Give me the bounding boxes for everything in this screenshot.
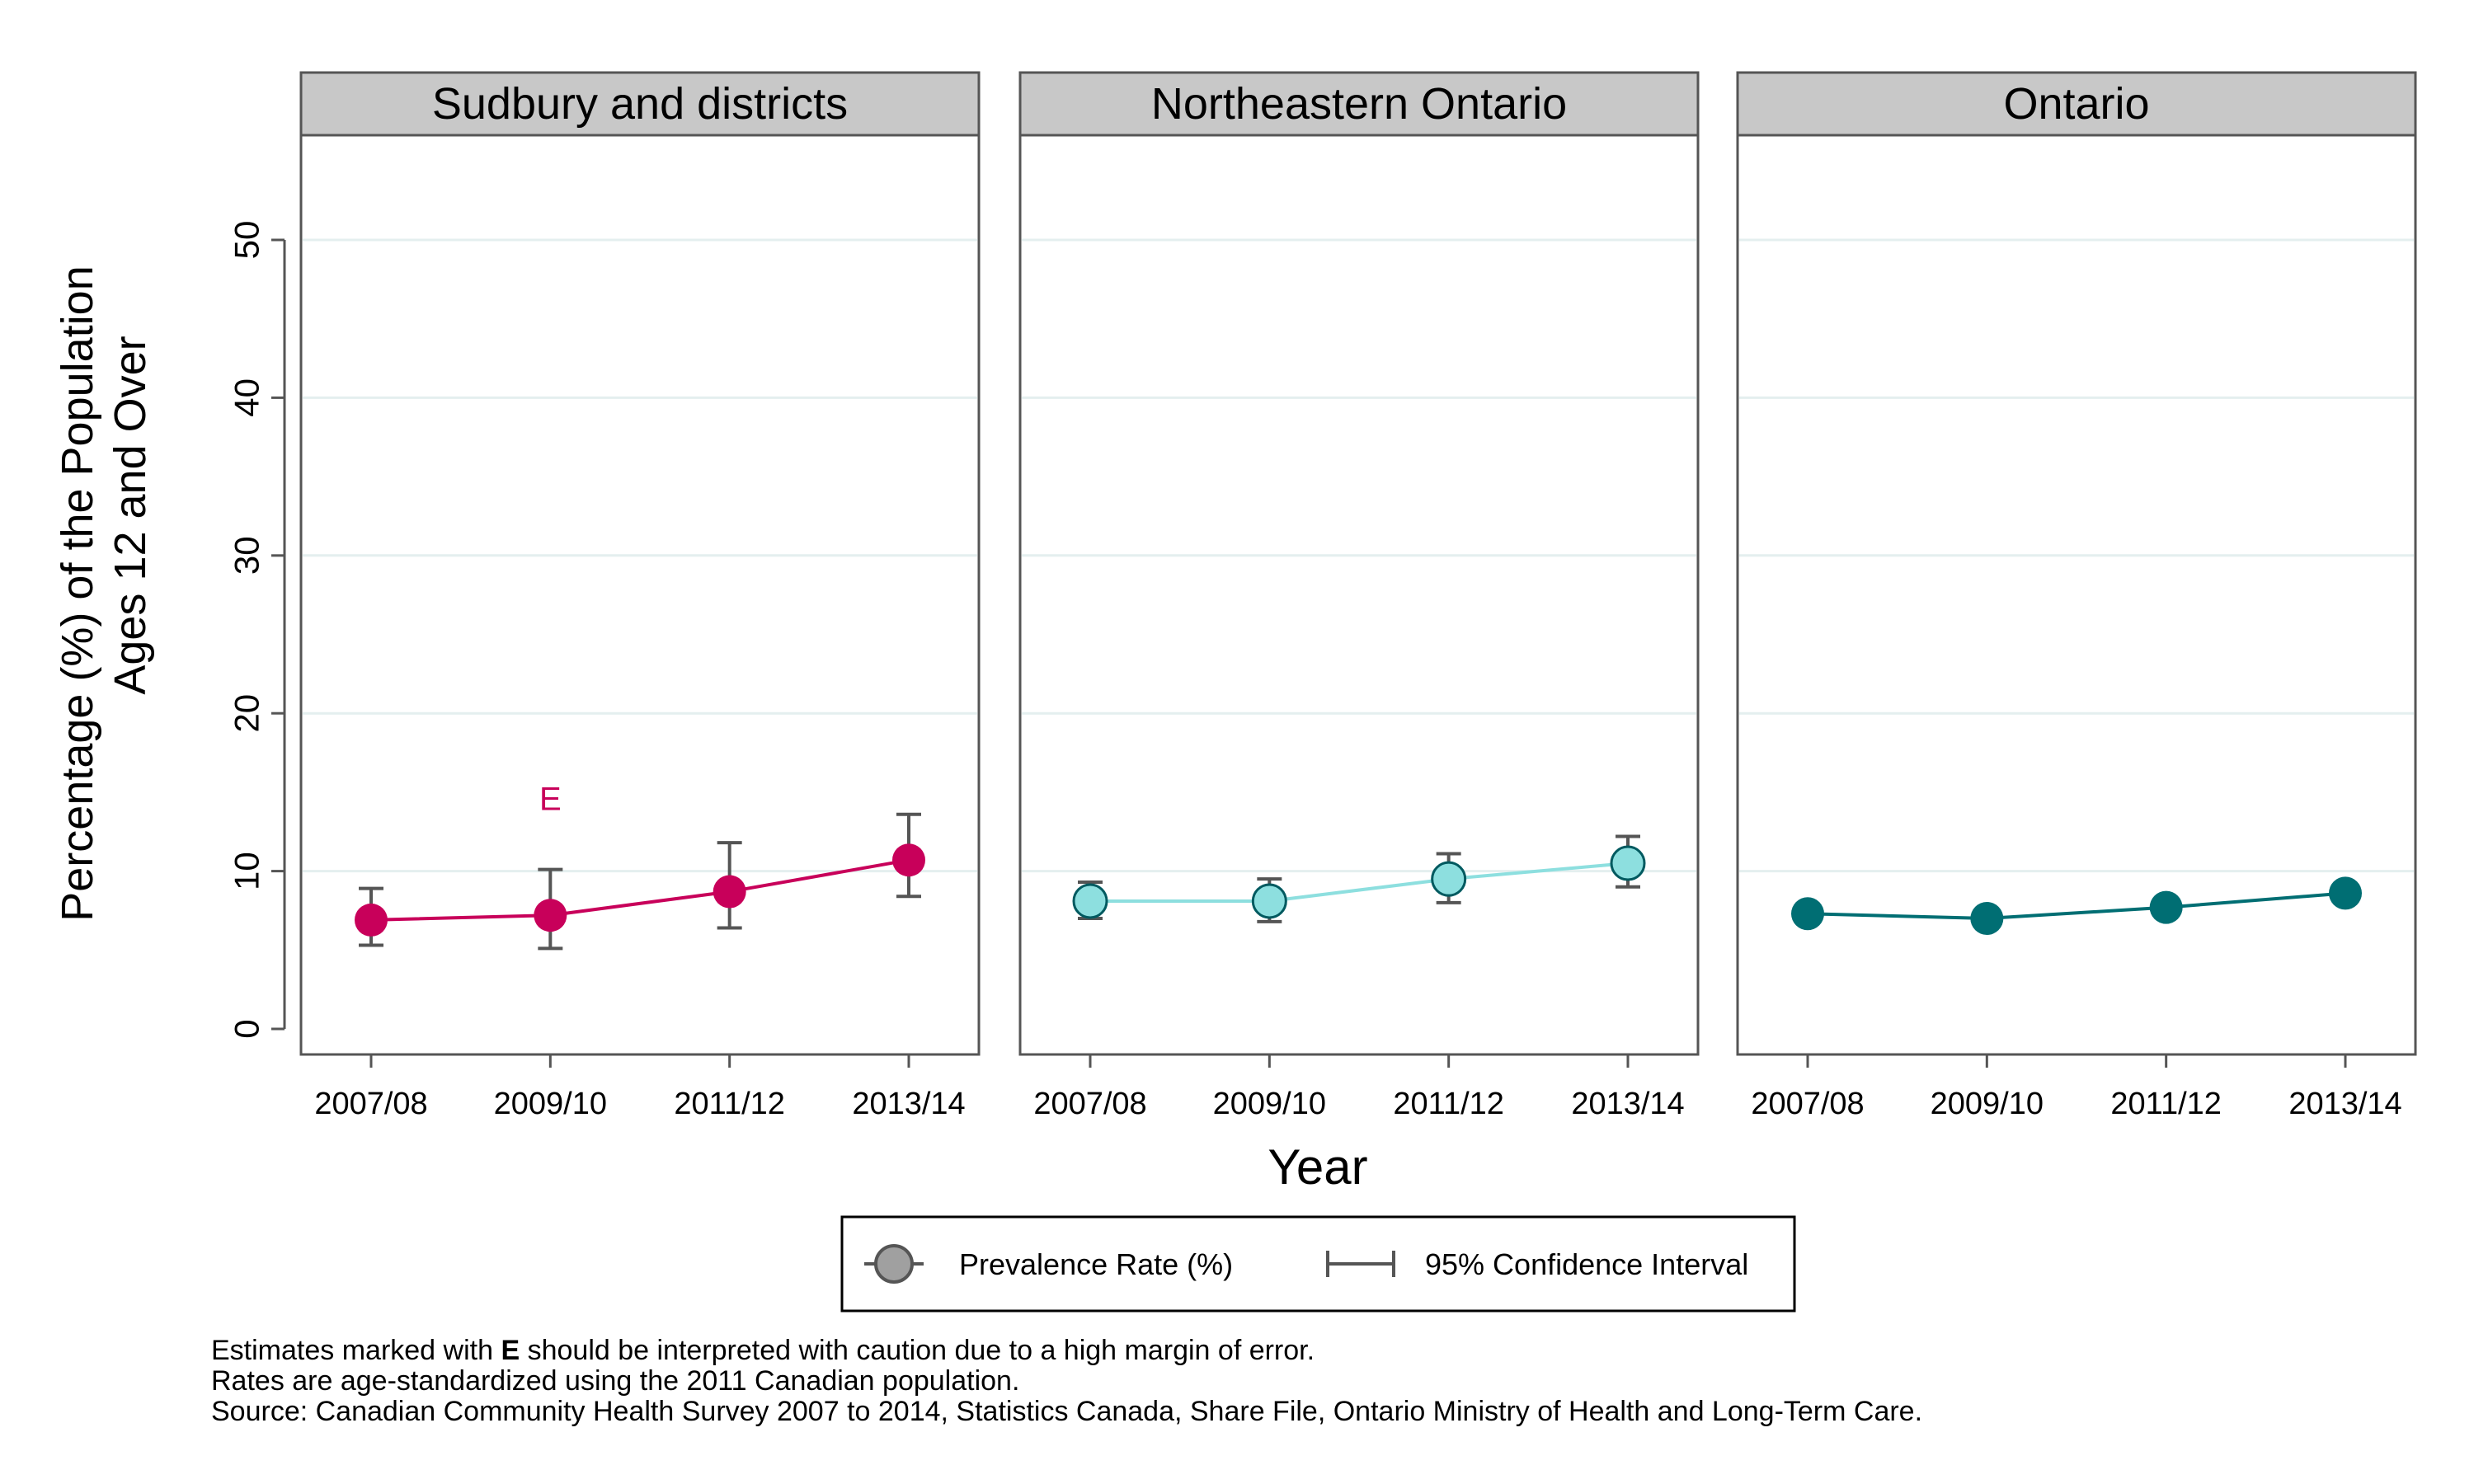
data-point — [1251, 883, 1287, 919]
footnote-caution-flag: E — [501, 1335, 520, 1366]
y-tick-label: 20 — [228, 694, 266, 733]
data-point — [2149, 890, 2183, 924]
panel-title-2: Ontario — [2003, 79, 2149, 129]
panel-frame-0 — [299, 134, 981, 1056]
legend-box — [840, 1215, 1796, 1313]
footnote-caution: Estimates marked with E should be interp… — [211, 1336, 1922, 1366]
footnote-source: Source: Canadian Community Health Survey… — [211, 1396, 1923, 1427]
x-tick-label: 2009/10 — [1931, 1087, 2044, 1121]
legend-ci-label: 95% Confidence Interval — [1425, 1247, 1748, 1281]
x-tick-label: 2007/08 — [1033, 1087, 1146, 1121]
footnotes: Estimates marked with E should be interp… — [211, 1336, 1922, 1427]
y-tick-label: 40 — [228, 378, 266, 417]
panel-frame-2 — [1736, 134, 2417, 1056]
panel-title-0: Sudbury and districts — [432, 79, 848, 129]
x-tick-label: 2013/14 — [852, 1087, 965, 1121]
legend-point-marker — [874, 1244, 914, 1284]
footnote-standardization: Rates are age-standardized using the 201… — [211, 1365, 1020, 1397]
footnote-caution-text: Estimates marked with — [211, 1335, 501, 1366]
y-tick-label: 30 — [228, 536, 266, 575]
x-tick-label: 2007/08 — [1751, 1087, 1864, 1121]
series-line-1 — [1090, 862, 1629, 903]
panel-header-0 — [299, 71, 981, 137]
x-tick-label: 2011/12 — [674, 1087, 785, 1121]
y-tick-label: 0 — [228, 1019, 266, 1038]
data-point — [892, 843, 925, 877]
x-tick-label: 2007/08 — [314, 1087, 427, 1121]
data-point — [713, 875, 746, 909]
data-point — [534, 899, 567, 932]
data-point — [355, 903, 388, 937]
x-tick-label: 2013/14 — [1571, 1087, 1684, 1121]
x-tick-label: 2011/12 — [1393, 1087, 1504, 1121]
series-line-2 — [1807, 891, 2346, 921]
x-axis-title: Year — [1268, 1139, 1367, 1195]
data-point — [1072, 883, 1108, 919]
data-point — [1610, 845, 1646, 881]
x-tick-label: 2013/14 — [2288, 1087, 2401, 1121]
y-axis-title-line1: Percentage (%) of the Population — [53, 265, 102, 922]
footnote-caution-text-end: should be interpreted with caution due t… — [520, 1335, 1315, 1366]
legend-point-label: Prevalence Rate (%) — [959, 1247, 1233, 1281]
estimate-flag: E — [539, 782, 562, 818]
data-point — [2329, 876, 2362, 910]
y-tick-label: 10 — [228, 852, 266, 890]
x-tick-label: 2011/12 — [2110, 1087, 2222, 1121]
panel-frame-1 — [1018, 134, 1700, 1056]
data-point — [1791, 897, 1824, 931]
data-point — [1431, 861, 1467, 897]
panel-header-2 — [1736, 71, 2417, 137]
y-tick-label: 50 — [228, 221, 266, 260]
x-tick-label: 2009/10 — [1213, 1087, 1326, 1121]
data-point — [1970, 902, 2004, 936]
y-axis-title-line2: Ages 12 and Over — [106, 336, 155, 694]
panel-title-1: Northeastern Ontario — [1151, 79, 1567, 129]
series-line-0 — [370, 858, 910, 922]
x-tick-label: 2009/10 — [494, 1087, 607, 1121]
